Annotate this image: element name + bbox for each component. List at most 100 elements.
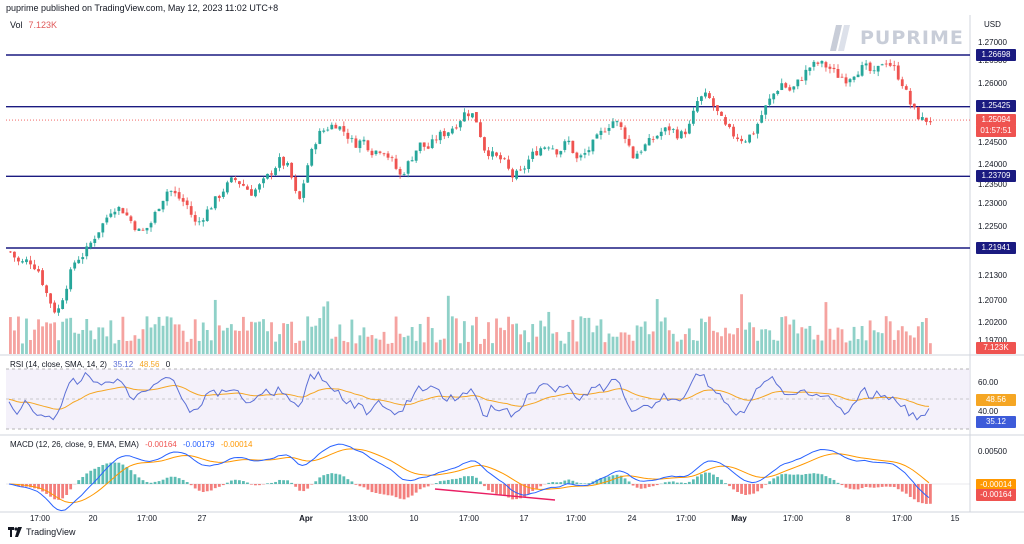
candle-body — [430, 139, 434, 148]
volume-bar — [924, 318, 928, 354]
candle-body — [458, 121, 462, 128]
candle-body — [422, 142, 426, 147]
macd-histogram-bar — [85, 473, 89, 484]
macd-histogram-bar — [410, 484, 414, 496]
candle-body — [205, 209, 209, 222]
candle-body — [270, 173, 273, 175]
candle-body — [487, 150, 490, 157]
macd-histogram-bar — [270, 482, 273, 484]
macd-histogram-bar — [704, 472, 707, 484]
volume-bar — [254, 322, 257, 354]
macd-histogram-bar — [728, 484, 731, 487]
macd-histogram-bar — [414, 484, 418, 493]
candle-body — [704, 92, 707, 97]
candle-body — [736, 137, 739, 140]
volume-bar — [543, 326, 547, 354]
macd-histogram-bar — [237, 480, 241, 484]
macd-histogram-bar — [362, 484, 366, 488]
volume-bar — [772, 339, 776, 354]
candle-body — [306, 165, 310, 183]
candle-body — [515, 170, 519, 179]
volume-bar — [527, 342, 531, 354]
rsi-title-text: RSI (14, close, SMA, 14, 2) — [10, 360, 107, 369]
macd-histogram-bar — [402, 484, 406, 500]
volume-bar — [354, 343, 358, 354]
macd-histogram-bar — [603, 477, 607, 484]
macd-histogram-bar — [900, 484, 904, 492]
candle-body — [209, 208, 213, 210]
macd-histogram-bar — [587, 483, 591, 484]
macd-histogram-bar — [386, 484, 390, 496]
volume-bar — [824, 302, 828, 354]
volume-bar — [153, 324, 157, 354]
macd-histogram-bar — [302, 484, 306, 492]
time-tick: May — [731, 514, 747, 523]
candle-body — [808, 67, 812, 71]
candle-body — [97, 232, 101, 238]
candle-body — [503, 158, 506, 160]
candle-body — [374, 150, 378, 155]
macd-histogram-bar — [286, 480, 290, 484]
publish-header: puprime published on TradingView.com, Ma… — [6, 3, 279, 13]
rsi-tick: 40.00 — [978, 407, 999, 416]
volume-bar — [884, 316, 888, 354]
macd-histogram-bar — [780, 474, 784, 484]
level-badge: 1.23709 — [976, 170, 1016, 182]
macd-histogram-bar — [836, 482, 840, 484]
candle-body — [720, 111, 723, 116]
macd-histogram-bar — [523, 484, 527, 498]
volume-bar — [920, 321, 924, 354]
macd-histogram-bar — [675, 482, 679, 484]
time-tick: 17:00 — [29, 514, 51, 523]
candle-body — [41, 270, 44, 285]
volume-bar — [454, 318, 458, 354]
time-tick: 20 — [88, 514, 98, 523]
macd-histogram-bar — [784, 473, 788, 484]
candle-body — [792, 86, 796, 90]
volume-bar — [631, 340, 635, 354]
candle-body — [796, 79, 800, 87]
volume-legend-name: Vol — [10, 20, 23, 30]
volume-bar — [559, 340, 563, 354]
candle-body — [414, 150, 418, 161]
tradingview-icon — [8, 527, 22, 537]
volume-legend: Vol 7.123K — [10, 20, 57, 30]
volume-bar — [137, 338, 141, 354]
candle-body — [73, 262, 77, 269]
macd-histogram-bar — [189, 484, 193, 486]
volume-bar — [888, 321, 892, 354]
candle-body — [475, 112, 478, 123]
volume-bar — [97, 327, 101, 354]
candle-body — [165, 191, 169, 202]
candle-body — [358, 140, 362, 149]
macd-histogram-bar — [824, 476, 828, 484]
candle-body — [623, 127, 627, 139]
candle-body — [213, 196, 217, 209]
candle-body — [25, 259, 28, 263]
candle-body — [491, 151, 494, 157]
macd-histogram-bar — [804, 474, 808, 484]
candle-body — [53, 302, 57, 313]
candle-body — [65, 288, 69, 301]
volume-bar — [434, 342, 438, 354]
candle-body — [278, 157, 281, 168]
volume-bar — [242, 316, 245, 354]
macd-histogram-bar — [607, 476, 611, 484]
candle-body — [828, 66, 832, 69]
volume-bar — [414, 340, 418, 354]
volume-bar — [29, 339, 32, 354]
price-tick: 1.24500 — [978, 138, 1007, 147]
candle-body — [716, 105, 719, 112]
volume-bar — [828, 328, 832, 354]
candle-body — [394, 158, 398, 169]
macd-histogram-bar — [161, 479, 165, 484]
macd-histogram-bar — [623, 478, 627, 484]
volume-bar — [724, 327, 727, 354]
macd-histogram-bar — [221, 484, 225, 486]
volume-bar — [691, 340, 695, 354]
macd-histogram-bar — [274, 481, 277, 484]
time-tick: 17:00 — [136, 514, 158, 523]
macd-histogram-bar — [157, 481, 161, 484]
volume-bar — [209, 340, 213, 354]
